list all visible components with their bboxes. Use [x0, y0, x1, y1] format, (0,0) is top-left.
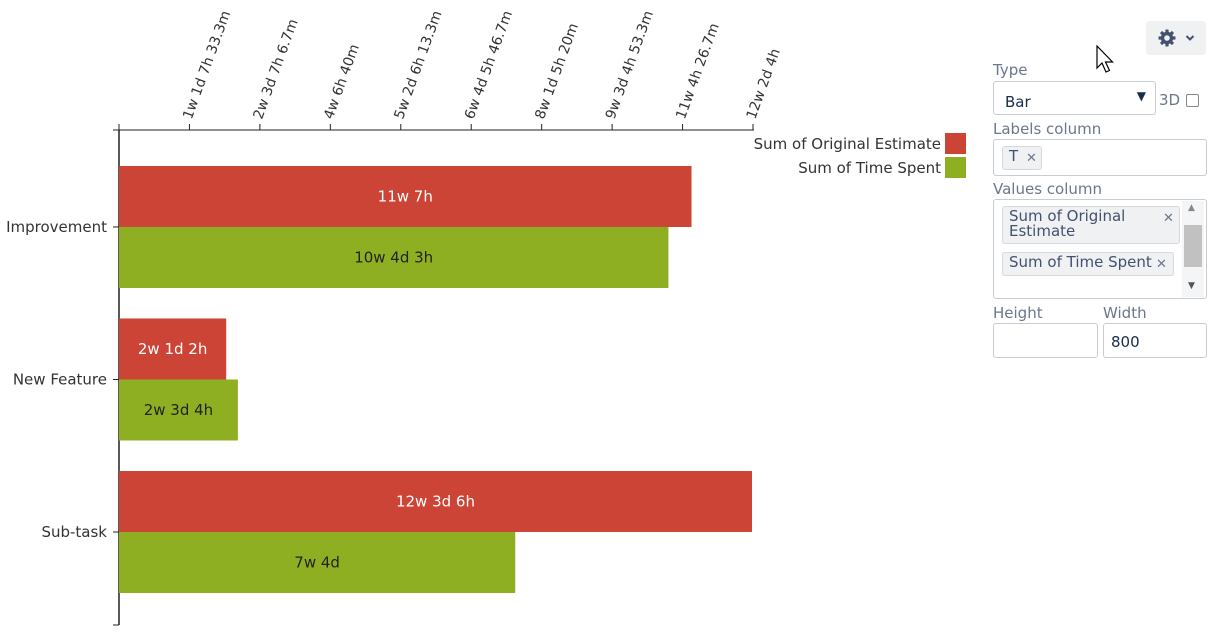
- bar: [119, 227, 669, 288]
- bar-chart: 1w 1d 7h 33.3m 2w 3d 7h 6.7m 4w 6h 40m 5w 2…: [6, 9, 966, 626]
- values-column-tag: Sum of Original Estimate ✕: [1002, 206, 1180, 244]
- remove-tag-icon[interactable]: ✕: [1163, 211, 1174, 226]
- category-label: Sub-task: [41, 523, 107, 541]
- bar: [119, 318, 227, 380]
- values-column-field[interactable]: Sum of Original Estimate ✕ Sum of Time S…: [993, 199, 1207, 299]
- bar-value-label: 7w 4d: [294, 554, 340, 572]
- width-label: Width: [1103, 304, 1147, 322]
- mouse-pointer-icon: [1096, 45, 1114, 73]
- legend-label: Sum of Original Estimate: [754, 135, 941, 153]
- values-column-tag-text: Sum of Original Estimate: [1009, 207, 1126, 240]
- labels-column-tag: T ✕: [1002, 146, 1042, 170]
- remove-tag-icon[interactable]: ✕: [1026, 151, 1037, 166]
- chart-settings-button[interactable]: [1146, 21, 1206, 55]
- category-label: New Feature: [13, 371, 107, 389]
- bar-value-label: 10w 4d 3h: [354, 249, 433, 267]
- width-input[interactable]: 800: [1103, 323, 1207, 358]
- labels-column-tag-text: T: [1009, 147, 1019, 165]
- three-d-label: 3D: [1159, 91, 1181, 109]
- x-tick-label: 8w 1d 5h 20m: [532, 21, 581, 121]
- x-tick-label: 9w 3d 4h 53.3m: [603, 9, 657, 122]
- x-tick-label: 5w 2d 6h 13.3m: [392, 9, 446, 122]
- three-d-checkbox[interactable]: [1186, 94, 1199, 107]
- bar: [119, 471, 752, 532]
- values-column-tag: Sum of Time Spent ✕: [1002, 252, 1174, 276]
- scroll-down-icon[interactable]: ▼: [1188, 281, 1195, 291]
- x-tick-label: 11w 4h 26.7m: [673, 21, 722, 121]
- x-tick-label: 12w 2d 4h: [744, 47, 784, 122]
- height-input[interactable]: [993, 323, 1098, 358]
- legend-swatch: [945, 157, 966, 178]
- bar: [119, 379, 238, 441]
- labels-column-label: Labels column: [993, 120, 1102, 138]
- legend-swatch: [945, 133, 966, 154]
- bar-value-label: 11w 7h: [378, 188, 433, 206]
- values-column-tag-text: Sum of Time Spent: [1009, 253, 1152, 271]
- gear-icon: [1158, 29, 1176, 47]
- width-value: 800: [1111, 333, 1140, 351]
- bar: [119, 166, 692, 227]
- x-tick-label: 2w 3d 7h 6.7m: [251, 17, 302, 121]
- x-tick-label: 1w 1d 7h 33.3m: [180, 9, 234, 122]
- values-column-scrollbar[interactable]: ▲ ▼: [1182, 201, 1204, 297]
- scroll-up-icon[interactable]: ▲: [1188, 203, 1195, 213]
- labels-column-field[interactable]: T ✕: [993, 139, 1207, 176]
- x-tick-label: 6w 4d 5h 46.7m: [462, 9, 516, 122]
- chart-type-select[interactable]: Bar ▼: [993, 81, 1156, 115]
- x-tick-label: 4w 6h 40m: [321, 42, 363, 121]
- bar-value-label: 12w 3d 6h: [396, 493, 475, 511]
- chevron-down-icon: [1185, 35, 1195, 41]
- dropdown-arrow-icon: ▼: [1136, 89, 1146, 103]
- legend-label: Sum of Time Spent: [798, 159, 941, 177]
- values-column-label: Values column: [993, 180, 1102, 198]
- chart-type-value: Bar: [1005, 93, 1031, 111]
- bar: [119, 532, 516, 593]
- category-label: Improvement: [6, 218, 107, 236]
- type-label: Type: [993, 61, 1028, 79]
- bar-value-label: 2w 3d 4h: [144, 401, 213, 419]
- height-label: Height: [993, 304, 1043, 322]
- scrollbar-thumb[interactable]: [1184, 225, 1202, 267]
- remove-tag-icon[interactable]: ✕: [1156, 257, 1167, 272]
- bar-value-label: 2w 1d 2h: [138, 340, 207, 358]
